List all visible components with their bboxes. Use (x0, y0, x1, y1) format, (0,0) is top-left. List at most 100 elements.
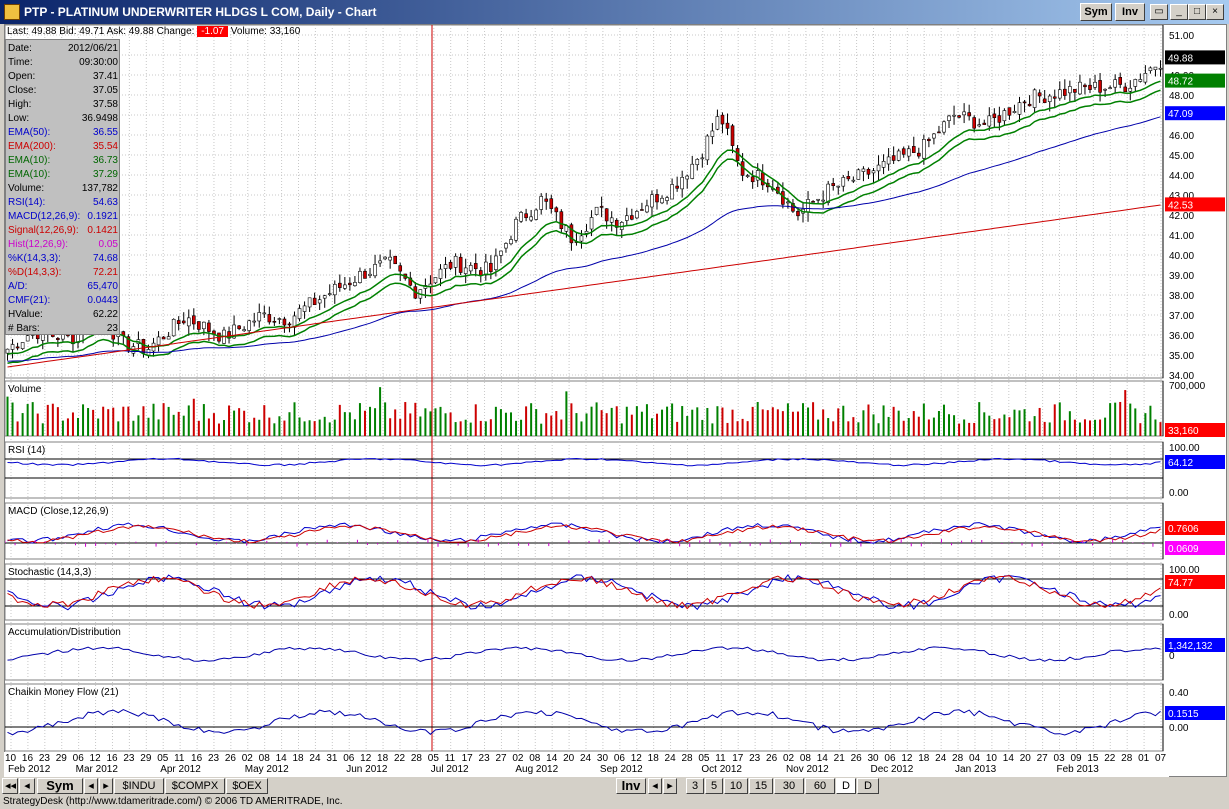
volume-bar (1104, 417, 1107, 436)
sym-tab-button[interactable]: Sym (37, 778, 83, 794)
maximize-button[interactable]: □ (1188, 4, 1206, 20)
candle-body (886, 156, 891, 165)
price-tick-label: 34.00 (1169, 371, 1194, 382)
volume-bar (1129, 403, 1132, 436)
volume-bar (102, 406, 105, 436)
first-icon[interactable]: ◂◂ (2, 778, 18, 794)
info-value: 09:30:00 (79, 57, 118, 68)
candle-body (675, 185, 679, 189)
candle-body (645, 205, 649, 213)
volume-bar (852, 417, 855, 436)
period-5[interactable]: 5 (705, 778, 723, 794)
info-value: 0.0443 (87, 295, 118, 306)
info-value: 0.05 (98, 239, 118, 250)
period-d2[interactable]: D (857, 778, 879, 794)
x-month-label: Apr 2012 (160, 764, 201, 775)
candle-body (760, 172, 765, 186)
candle-body (982, 122, 987, 125)
x-tick-label: 26 (766, 753, 778, 764)
candle-body (1103, 88, 1107, 91)
volume-bar (197, 420, 200, 436)
volume-bar (988, 415, 991, 436)
volume-bar (1053, 404, 1056, 436)
ema200-line (7, 204, 1161, 368)
inv-right-icon[interactable]: ▸ (663, 778, 677, 794)
ask-label: Ask: (106, 26, 127, 37)
volume-bar (409, 413, 412, 436)
volume-bar (1144, 413, 1147, 436)
x-tick-label: 05 (157, 753, 169, 764)
candle-body (1068, 86, 1072, 94)
candle-body (816, 198, 820, 201)
inv-button[interactable]: Inv (1115, 3, 1145, 21)
candle-body (599, 206, 604, 208)
period-10[interactable]: 10 (724, 778, 748, 794)
candle-body (277, 318, 282, 320)
price-tag (1165, 73, 1225, 88)
sym-button[interactable]: Sym (1080, 3, 1112, 21)
volume-bar (414, 402, 417, 436)
tab-compx[interactable]: $COMPX (165, 778, 225, 794)
volume-bar (600, 410, 603, 436)
candle-body (680, 176, 684, 190)
title-bar[interactable]: PTP - PLATINUM UNDERWRITER HLDGS L COM, … (0, 0, 1229, 24)
info-key: Date: (8, 43, 32, 54)
x-tick-label: 16 (191, 753, 203, 764)
candle-body (911, 146, 916, 153)
scroll-right-icon[interactable]: ▸ (99, 778, 113, 794)
period-60[interactable]: 60 (805, 778, 835, 794)
x-tick-label: 28 (410, 753, 422, 764)
ad-tag-label: 1,342,132 (1168, 641, 1213, 652)
volume-bar (555, 411, 558, 436)
volume-bar (374, 408, 377, 436)
period-daily[interactable]: D (836, 778, 856, 794)
volume-bar (761, 409, 764, 436)
period-15[interactable]: 15 (749, 778, 773, 794)
candle-body (881, 161, 886, 168)
candle-body (1022, 101, 1027, 104)
info-key: High: (8, 99, 32, 110)
volume-bar (16, 421, 19, 436)
x-month-label: Dec 2012 (870, 764, 914, 775)
tab-indu[interactable]: $INDU (114, 778, 164, 794)
inv-left-icon[interactable]: ◂ (648, 778, 662, 794)
candle-body (896, 150, 901, 161)
volume-bar (545, 413, 548, 436)
candle-body (871, 170, 876, 174)
x-tick-label: 24 (935, 753, 947, 764)
volume-bar (917, 416, 920, 436)
period-30[interactable]: 30 (774, 778, 804, 794)
candle-body (292, 315, 297, 328)
close-button[interactable]: × (1206, 4, 1224, 20)
scroll-left-icon[interactable]: ◂ (84, 778, 98, 794)
volume-bar (978, 402, 981, 436)
info-row: EMA(200): 35.54 (8, 140, 118, 154)
candle-body (237, 325, 241, 329)
x-month-label: Nov 2012 (785, 764, 829, 775)
volume-bar (585, 413, 588, 436)
volume-bar (394, 409, 397, 436)
minimize-button[interactable]: _ (1170, 4, 1188, 20)
candle-body (710, 130, 715, 137)
info-row: Date: 2012/06/21 (8, 42, 118, 56)
info-value: 72.21 (92, 267, 118, 278)
info-row: Time: 09:30:00 (8, 56, 118, 70)
info-key: HValue: (8, 309, 43, 320)
chart-area[interactable]: 51.0050.0049.0048.0047.0046.0045.0044.00… (4, 24, 1227, 777)
price-tick-label: 39.00 (1169, 271, 1194, 282)
restore-icon[interactable]: ▭ (1150, 4, 1168, 20)
volume-bar (907, 418, 910, 436)
inv-tab-button[interactable]: Inv (616, 778, 646, 794)
candle-body (851, 179, 856, 182)
tab-oex[interactable]: $OEX (226, 778, 268, 794)
info-row: Volume: 137,782 (8, 182, 118, 196)
x-tick-label: 14 (1002, 753, 1014, 764)
candle-body (1118, 77, 1123, 85)
volume-bar (595, 402, 598, 436)
info-key: Low: (8, 113, 30, 124)
period-3[interactable]: 3 (686, 778, 704, 794)
volume-bar (132, 420, 135, 436)
candle-body (267, 314, 272, 323)
prev-icon[interactable]: ◂ (19, 778, 35, 794)
candle-body (811, 201, 815, 203)
